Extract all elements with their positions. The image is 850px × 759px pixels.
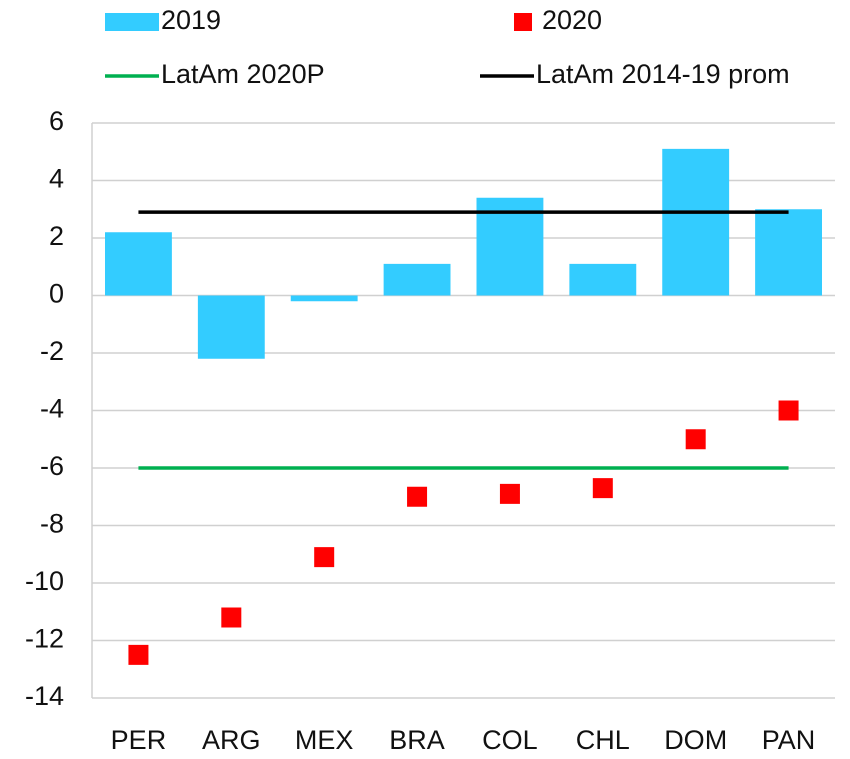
y-tick-label: -2 [40,336,64,366]
marker [499,483,520,504]
y-tick-label: -10 [25,566,64,596]
y-tick-label: -14 [25,681,64,711]
y-tick-label: 0 [49,279,64,309]
y-tick-label: -6 [40,451,64,481]
x-tick-label: PAN [762,725,816,755]
y-tick-label: 2 [49,221,64,251]
marker [221,607,242,628]
legend-label: 2019 [161,5,221,35]
legend-swatch [514,13,532,31]
x-tick-label: CHL [576,725,630,755]
legend-label: LatAm 2020P [161,59,325,89]
bar [197,295,265,359]
marker [592,478,613,499]
y-tick-label: 6 [49,106,64,136]
bar [476,197,544,296]
y-tick-label: -8 [40,509,64,539]
x-tick-label: PER [111,725,167,755]
marker [685,429,706,450]
x-tick-label: MEX [295,725,354,755]
legend-swatch [105,13,159,31]
y-tick-label: -12 [25,624,64,654]
x-tick-label: COL [482,725,538,755]
marker [407,486,428,507]
bar [569,263,637,296]
marker [778,400,799,421]
legend-label: 2020 [542,5,602,35]
bar [105,232,172,296]
legend-label: LatAm 2014-19 prom [536,59,790,89]
bar [290,295,358,302]
marker [128,644,149,665]
x-tick-label: DOM [664,725,727,755]
bar [755,209,822,296]
bar [662,148,730,296]
y-tick-label: 4 [49,164,64,194]
y-tick-label: -4 [40,394,64,424]
marker [314,547,335,568]
x-tick-label: ARG [202,725,261,755]
bar [383,263,451,296]
x-tick-label: BRA [389,725,445,755]
